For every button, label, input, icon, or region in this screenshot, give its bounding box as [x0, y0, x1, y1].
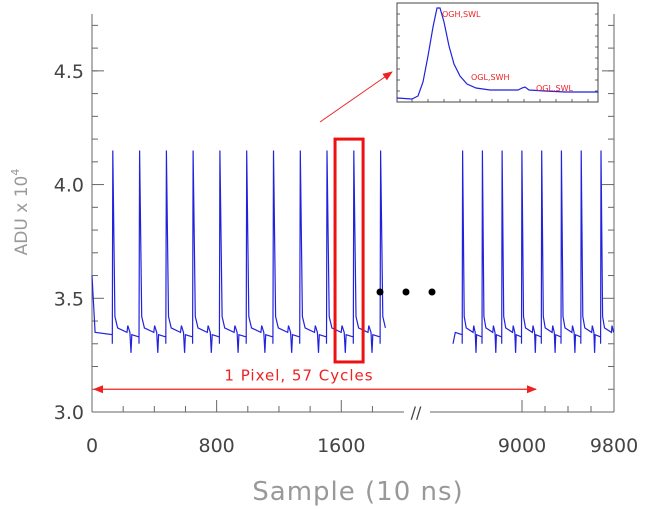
y-axis-title-group: ADU x 104	[9, 169, 32, 256]
ellipsis-dot	[402, 288, 410, 296]
y-axis-title-exponent: 4	[9, 169, 22, 176]
x-axis-title: Sample (10 ns)	[252, 477, 463, 507]
inset-label-ogl-swl: OGL,SWL	[536, 84, 573, 93]
ellipsis-dot	[376, 288, 384, 296]
ellipsis-dots	[376, 288, 436, 296]
inset-zoom-plot: OGH,SWL OGL,SWH OGL,SWL	[396, 2, 599, 103]
x-tick-label: 9000	[498, 435, 546, 457]
axis-break-symbol: //	[411, 403, 422, 422]
x-tick-label: 800	[199, 435, 235, 457]
y-ticks: 3.0 3.5 4.0 4.5	[54, 24, 614, 424]
inset-ticks	[397, 13, 598, 102]
x-tick-label: 1600	[317, 435, 365, 457]
inset-trace	[396, 7, 598, 100]
y-tick-label: 3.0	[54, 402, 84, 424]
inset-label-ogh-swl: OGH,SWL	[442, 10, 481, 19]
waveform-series	[452, 150, 615, 353]
inset-frame	[396, 2, 599, 103]
highlight-box	[333, 137, 365, 364]
ellipsis-dot	[428, 288, 436, 296]
x-tick-label: 9800	[590, 435, 638, 457]
waveform-series	[91, 150, 386, 353]
x-ticks: 0 800 1600 9000 9800	[86, 400, 638, 457]
span-arrow-label: 1 Pixel, 57 Cycles	[224, 366, 373, 384]
waveform-traces	[91, 150, 615, 353]
y-tick-label: 3.5	[54, 288, 84, 310]
y-tick-label: 4.0	[54, 175, 84, 197]
y-axis-title: ADU x 104	[9, 169, 32, 256]
x-tick-label: 0	[86, 435, 98, 457]
y-axis-title-text: ADU x 10	[12, 176, 32, 256]
inset-pointer-arrow	[319, 71, 393, 123]
inset-label-ogl-swh: OGL,SWH	[471, 73, 510, 82]
y-tick-label: 4.5	[54, 61, 84, 83]
